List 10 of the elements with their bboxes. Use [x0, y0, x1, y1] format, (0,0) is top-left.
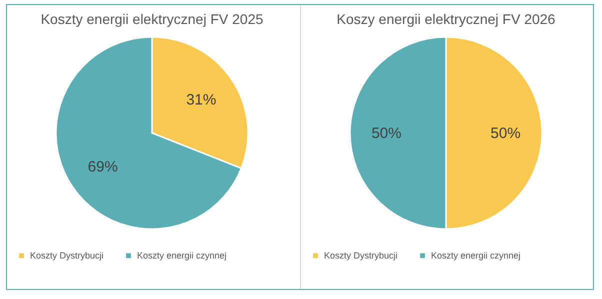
legend-label: Koszty Dystrybucji — [324, 250, 398, 261]
chart-title: Koszty energii elektrycznej FV 2025 — [40, 11, 264, 27]
legend-label: Koszty energii czynnej — [137, 250, 227, 261]
data-label: 69% — [88, 158, 118, 176]
data-label: 50% — [371, 125, 402, 142]
legend-label: Koszty Dystrybucji — [30, 250, 104, 261]
legend-label: Koszty energii czynnej — [431, 250, 521, 261]
chart-title: Koszy energii elektrycznej FV 2026 — [336, 11, 556, 27]
data-label: 50% — [490, 125, 521, 142]
data-label: 31% — [186, 92, 216, 109]
